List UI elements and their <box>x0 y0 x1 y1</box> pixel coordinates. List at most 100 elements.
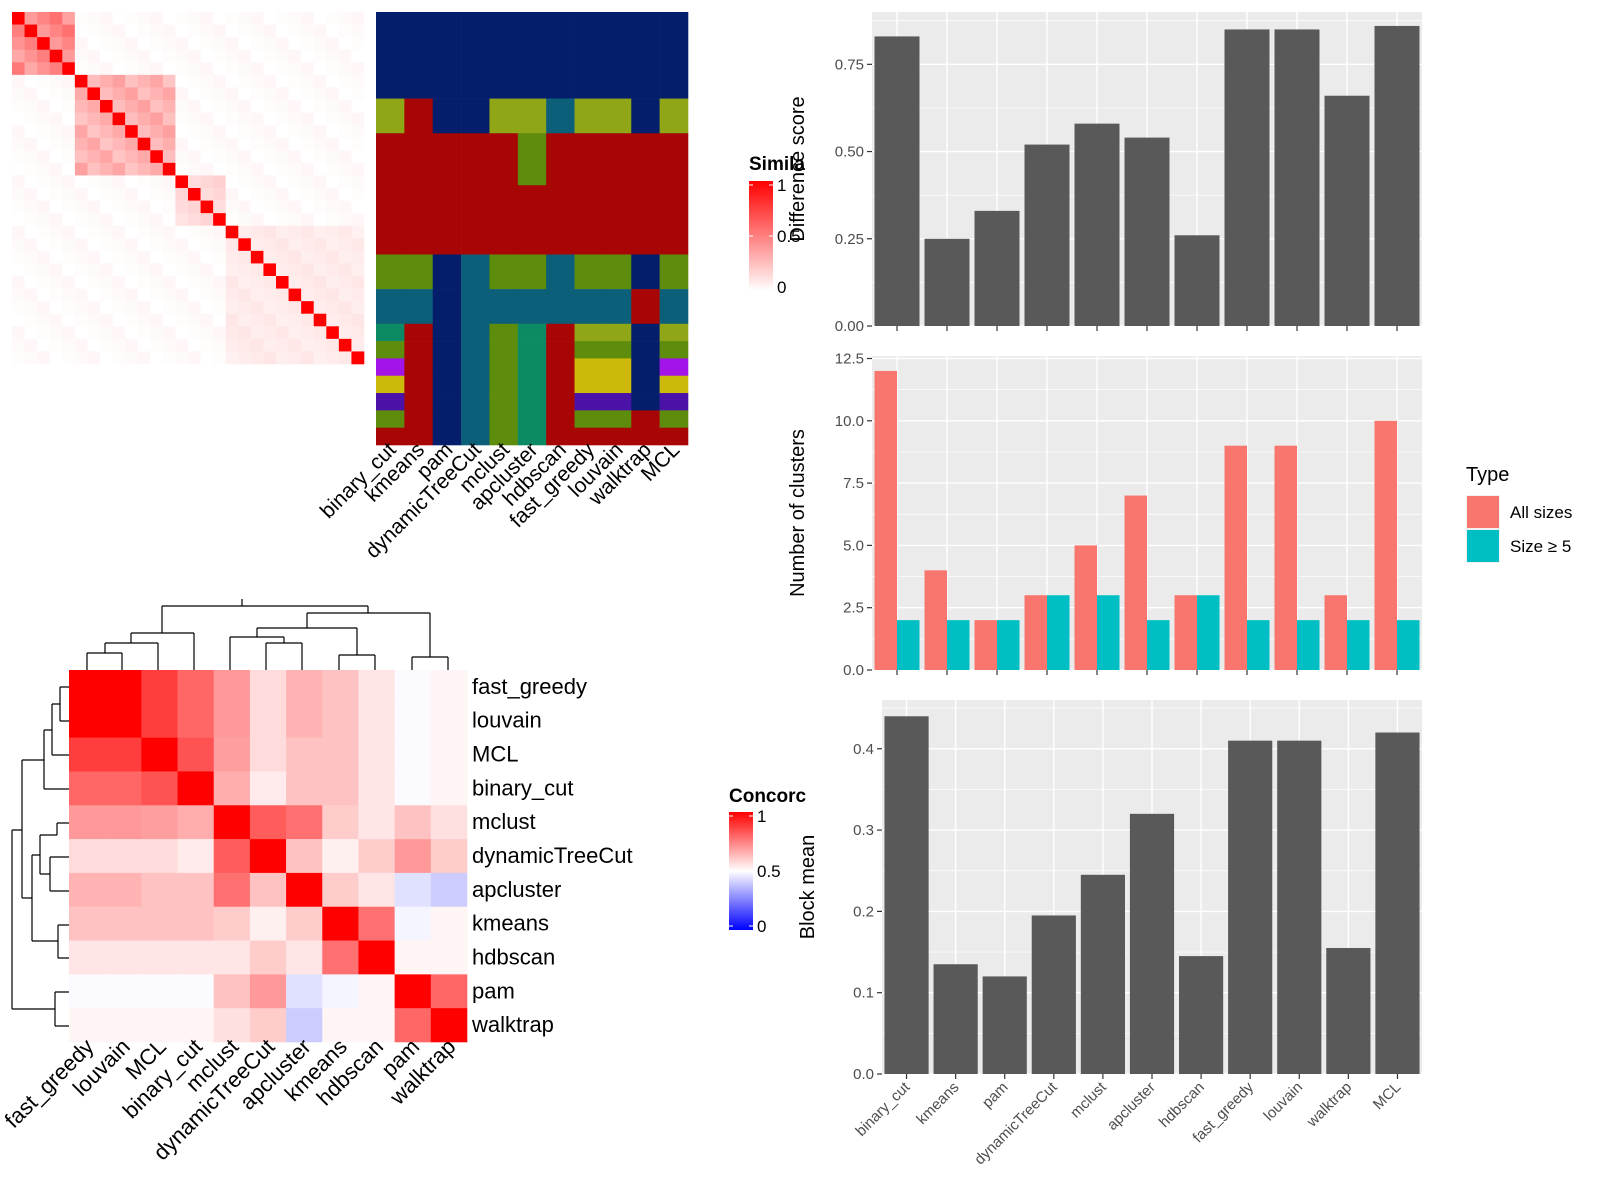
y-tick-label: 0.4 <box>853 741 874 758</box>
bar <box>1277 740 1322 1074</box>
membership-cell <box>461 410 490 428</box>
similarity-cell <box>49 313 63 327</box>
bar <box>1074 123 1120 327</box>
similarity-cell <box>100 137 113 151</box>
similarity-cell <box>112 49 126 63</box>
similarity-cell <box>200 276 214 289</box>
membership-cell <box>517 133 547 186</box>
similarity-cell <box>288 238 302 252</box>
membership-cell <box>489 375 519 394</box>
similarity-cell <box>288 49 302 63</box>
membership-cell <box>461 254 490 290</box>
similarity-cell <box>162 263 176 277</box>
similarity-cell <box>24 62 38 76</box>
concordance-cell <box>177 1008 215 1043</box>
similarity-cell <box>87 137 101 151</box>
similarity-cell <box>74 263 88 277</box>
x-tick-label: dynamicTreeCut <box>971 1078 1061 1168</box>
membership-cell <box>489 254 519 290</box>
concordance-cell <box>69 670 106 705</box>
similarity-cell <box>301 125 315 139</box>
x-tick-label: apcluster <box>1104 1079 1159 1134</box>
similarity-cell <box>213 351 227 365</box>
membership-cell <box>631 358 660 377</box>
membership-cell <box>659 358 689 377</box>
bar <box>1374 25 1420 326</box>
membership-cell <box>461 185 490 255</box>
similarity-cell <box>125 162 139 176</box>
similarity-cell <box>100 263 113 277</box>
concordance-cell <box>105 839 142 874</box>
similarity-cell <box>62 276 76 289</box>
similarity-cell <box>162 175 176 189</box>
bar <box>1324 95 1370 326</box>
similarity-cell <box>62 351 76 365</box>
membership-cell <box>659 393 689 411</box>
concordance-cell <box>213 670 251 705</box>
similarity-cell <box>24 49 38 63</box>
similarity-cell <box>313 200 327 214</box>
similarity-cell <box>313 276 327 289</box>
similarity-cell <box>301 87 315 101</box>
similarity-cell <box>175 301 189 315</box>
similarity-cell <box>12 12 25 25</box>
membership-cell <box>517 12 547 99</box>
similarity-cell <box>137 200 151 214</box>
similarity-cell <box>188 24 201 38</box>
membership-cell <box>376 133 405 186</box>
similarity-cell <box>288 100 302 113</box>
similarity-cell <box>49 150 63 164</box>
similarity-cell <box>288 213 302 227</box>
similarity-cell <box>338 276 352 289</box>
similarity-cell <box>338 150 352 164</box>
similarity-cell <box>301 12 315 25</box>
similarity-cell <box>213 301 227 315</box>
membership-cell <box>376 323 405 342</box>
membership-cell <box>404 410 434 428</box>
similarity-cell <box>338 74 352 88</box>
similarity-cell <box>338 188 352 201</box>
similarity-cell <box>351 288 365 302</box>
similarity-cell <box>276 49 289 63</box>
membership-cell <box>659 185 689 255</box>
similarity-cell <box>213 112 227 126</box>
x-tick-label: louvain <box>1260 1079 1306 1125</box>
similarity-cell <box>351 276 365 289</box>
similarity-cell <box>175 125 189 139</box>
concordance-row-label: walktrap <box>471 1012 554 1037</box>
similarity-cell <box>263 238 277 252</box>
similarity-cell <box>200 12 214 25</box>
similarity-cell <box>338 112 352 126</box>
similarity-cell <box>263 87 277 101</box>
similarity-cell <box>213 188 227 201</box>
concordance-legend-tick-label: 0.5 <box>757 862 781 881</box>
similarity-cell <box>87 250 101 264</box>
concordance-cell <box>322 906 359 941</box>
bar-all-sizes <box>874 370 897 670</box>
membership-cell <box>546 254 575 290</box>
membership-cell <box>517 254 547 290</box>
y-tick-label: 0.0 <box>853 1066 874 1083</box>
similarity-cell <box>276 238 289 252</box>
similarity-cell <box>313 62 327 76</box>
similarity-cell <box>37 62 51 76</box>
similarity-cell <box>37 100 51 113</box>
concordance-cell <box>213 1008 251 1043</box>
similarity-cell <box>137 125 151 139</box>
similarity-cell <box>49 351 63 365</box>
similarity-cell <box>276 213 289 227</box>
similarity-cell <box>49 200 63 214</box>
concordance-cell <box>394 974 432 1009</box>
membership-cell <box>432 375 462 394</box>
similarity-cell <box>24 137 38 151</box>
similarity-cell <box>125 12 139 25</box>
similarity-cell <box>213 12 227 25</box>
similarity-cell <box>12 137 25 151</box>
similarity-cell <box>288 288 302 302</box>
similarity-cell <box>162 288 176 302</box>
concordance-cell <box>69 839 106 874</box>
similarity-cell <box>162 338 176 352</box>
similarity-cell <box>12 150 25 164</box>
similarity-cell <box>125 301 139 315</box>
similarity-cell <box>12 162 25 176</box>
